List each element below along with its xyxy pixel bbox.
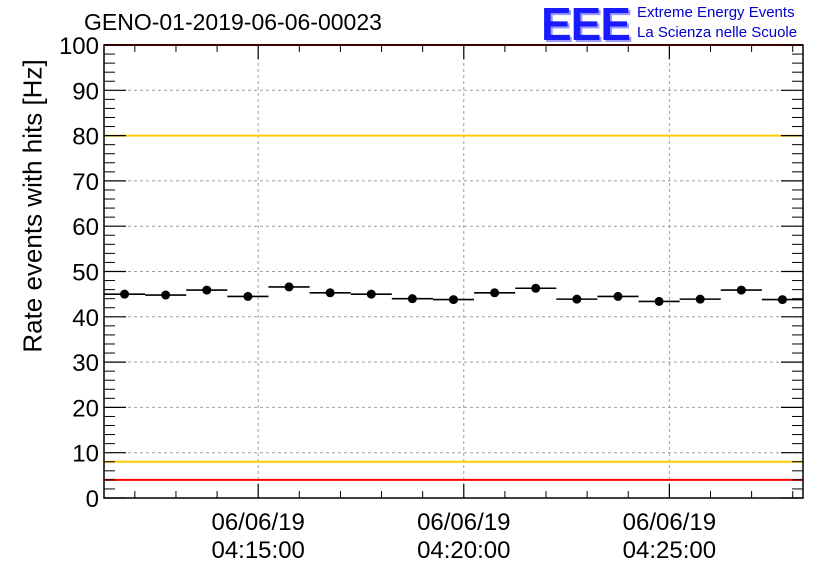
grid-lines (104, 45, 803, 498)
data-point (202, 285, 212, 295)
data-point (243, 291, 253, 301)
data-point (449, 295, 458, 305)
x-tick-date-label: 06/06/19 (417, 509, 510, 536)
data-point (325, 288, 335, 298)
reference-lines (104, 44, 803, 481)
y-tick-label: 80 (72, 124, 99, 151)
data-point (572, 294, 582, 304)
y-tick-label: 50 (72, 260, 99, 287)
y-axis-label: Rate events with hits [Hz] (17, 59, 48, 353)
eee-logo: EEE (541, 0, 631, 50)
logo-tagline-2: La Scienza nelle Scuole (637, 24, 798, 41)
x-tick-date-label: 06/06/19 (211, 509, 304, 536)
y-tick-label: 40 (72, 305, 99, 332)
x-tick-labels: 06/06/1904:15:0006/06/1904:20:0006/06/19… (211, 509, 716, 564)
x-tick-time-label: 04:25:00 (623, 537, 716, 564)
data-point (284, 282, 294, 292)
x-tick-time-label: 04:20:00 (417, 537, 510, 564)
data-point (736, 285, 746, 295)
chart-title: GENO-01-2019-06-06-00023 (84, 9, 382, 35)
y-tick-labels: 0 10 20 30 40 50 60 70 80 90 100 (59, 33, 99, 513)
data-points (104, 282, 803, 306)
data-point (654, 296, 664, 306)
data-point (490, 288, 500, 298)
data-point (120, 289, 130, 299)
y-tick-label: 0 (86, 486, 99, 513)
data-point (777, 295, 787, 305)
data-point (613, 291, 623, 301)
data-point (161, 290, 171, 300)
plot-frame (103, 44, 804, 499)
data-point (531, 283, 541, 293)
data-point (366, 289, 376, 299)
logo-tagline-1: Extreme Energy Events (637, 4, 795, 21)
y-tick-label: 100 (59, 33, 99, 60)
data-point (695, 294, 705, 304)
y-tick-label: 60 (72, 214, 99, 241)
y-tick-label: 70 (72, 169, 99, 196)
x-tick-date-label: 06/06/19 (623, 509, 716, 536)
y-tick-label: 20 (72, 395, 99, 422)
x-tick-time-label: 04:15:00 (211, 537, 304, 564)
data-point (407, 294, 417, 304)
y-tick-label: 30 (72, 350, 99, 377)
y-tick-label: 10 (72, 441, 99, 468)
y-tick-label: 90 (72, 78, 99, 105)
